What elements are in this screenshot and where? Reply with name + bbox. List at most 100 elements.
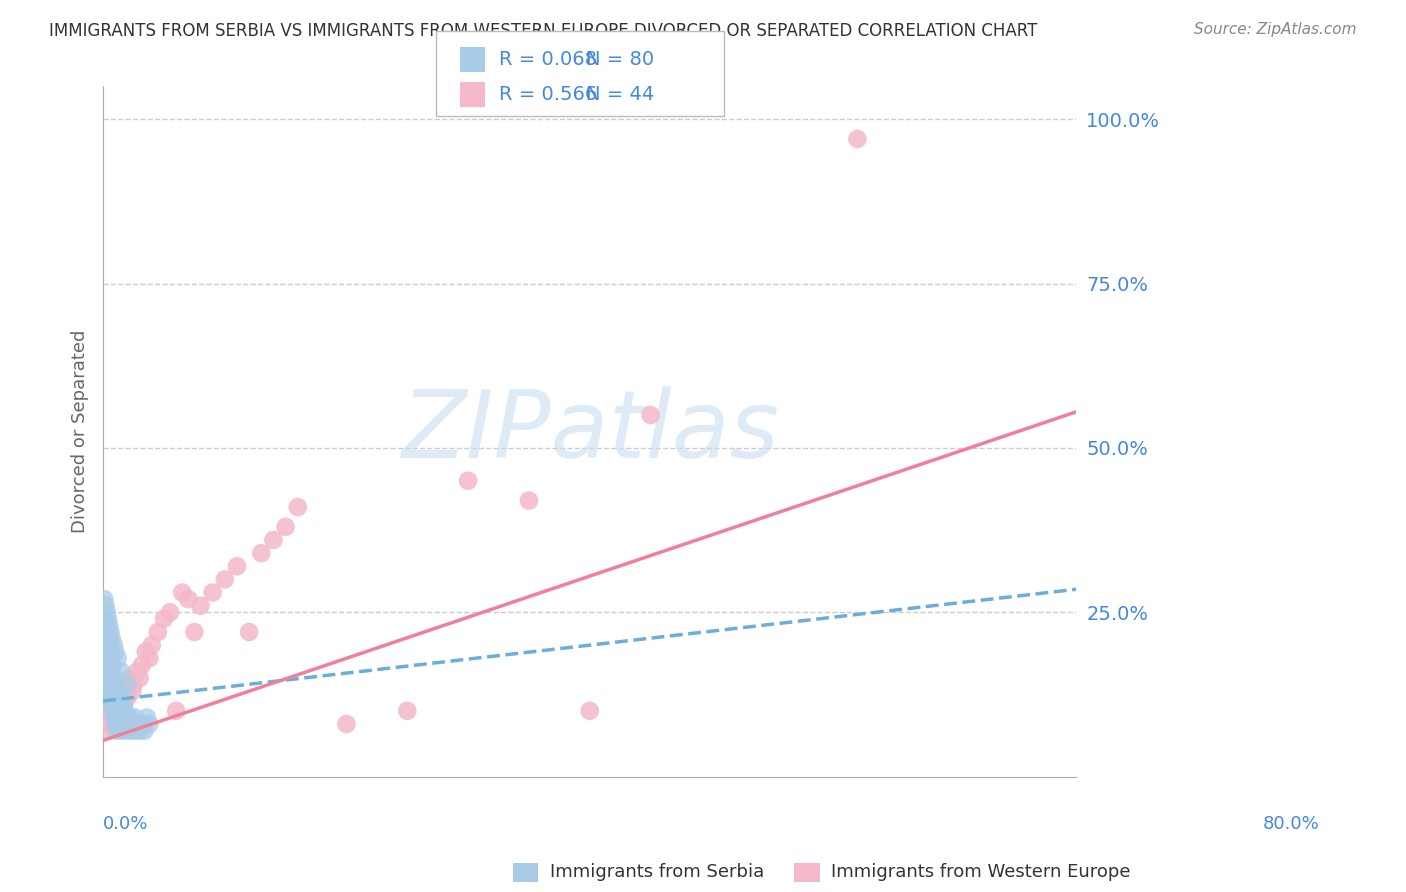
Text: N = 80: N = 80	[586, 51, 654, 70]
Point	[93, 592, 115, 607]
Point	[120, 717, 142, 731]
Point	[98, 618, 121, 632]
Point	[141, 638, 163, 652]
Point	[110, 710, 132, 724]
Point	[135, 645, 157, 659]
Point	[100, 704, 122, 718]
Point	[112, 698, 135, 712]
Point	[96, 638, 118, 652]
Point	[107, 704, 129, 718]
Point	[190, 599, 212, 613]
Point	[103, 710, 125, 724]
Point	[105, 723, 128, 738]
Point	[114, 704, 136, 718]
Point	[118, 710, 141, 724]
Point	[121, 723, 143, 738]
Text: ZIPatlas: ZIPatlas	[401, 386, 779, 477]
Point	[101, 704, 124, 718]
Point	[103, 638, 125, 652]
Point	[122, 717, 145, 731]
Point	[96, 651, 118, 665]
Text: 0.0%: 0.0%	[103, 814, 149, 832]
Text: Source: ZipAtlas.com: Source: ZipAtlas.com	[1194, 22, 1357, 37]
Point	[124, 710, 146, 724]
Point	[100, 690, 122, 705]
Point	[104, 645, 127, 659]
Point	[122, 677, 145, 691]
Point	[274, 520, 297, 534]
Text: R = 0.068: R = 0.068	[499, 51, 598, 70]
Point	[172, 585, 194, 599]
Point	[127, 665, 149, 679]
Point	[98, 665, 121, 679]
Point	[107, 710, 129, 724]
Point	[96, 625, 118, 640]
Point	[131, 717, 153, 731]
Point	[159, 605, 181, 619]
Point	[107, 651, 129, 665]
Point	[104, 698, 127, 712]
Point	[111, 717, 134, 731]
Point	[100, 657, 122, 672]
Point	[96, 605, 118, 619]
Point	[138, 717, 160, 731]
Y-axis label: Divorced or Separated: Divorced or Separated	[72, 330, 89, 533]
Point	[846, 132, 869, 146]
Point	[108, 704, 131, 718]
Point	[108, 698, 131, 712]
Point	[100, 645, 122, 659]
Point	[121, 684, 143, 698]
Point	[457, 474, 479, 488]
Point	[93, 632, 115, 646]
Point	[94, 657, 117, 672]
Point	[335, 717, 357, 731]
Point	[98, 651, 121, 665]
Point	[100, 625, 122, 640]
Point	[108, 723, 131, 738]
Point	[96, 671, 118, 685]
Point	[101, 684, 124, 698]
Point	[101, 657, 124, 672]
Point	[94, 625, 117, 640]
Point	[128, 723, 150, 738]
Point	[108, 690, 131, 705]
Point	[97, 632, 120, 646]
Point	[396, 704, 419, 718]
Point	[100, 632, 122, 646]
Point	[153, 612, 176, 626]
Point	[94, 599, 117, 613]
Text: 80.0%: 80.0%	[1263, 814, 1320, 832]
Text: N = 44: N = 44	[586, 86, 655, 104]
Point	[517, 493, 540, 508]
Point	[93, 645, 115, 659]
Point	[146, 625, 169, 640]
Point	[96, 625, 118, 640]
Point	[183, 625, 205, 640]
Point	[262, 533, 284, 547]
Point	[118, 723, 141, 738]
Point	[100, 651, 122, 665]
Point	[100, 665, 122, 679]
Point	[104, 698, 127, 712]
Point	[97, 645, 120, 659]
Point	[128, 671, 150, 685]
Point	[100, 698, 122, 712]
Point	[104, 677, 127, 691]
Point	[98, 638, 121, 652]
Point	[98, 717, 121, 731]
Point	[125, 723, 148, 738]
Point	[110, 690, 132, 705]
Point	[105, 704, 128, 718]
Point	[131, 657, 153, 672]
Point	[104, 717, 127, 731]
Point	[101, 717, 124, 731]
Point	[97, 612, 120, 626]
Text: IMMIGRANTS FROM SERBIA VS IMMIGRANTS FROM WESTERN EUROPE DIVORCED OR SEPARATED C: IMMIGRANTS FROM SERBIA VS IMMIGRANTS FRO…	[49, 22, 1038, 40]
Point	[96, 723, 118, 738]
Point	[134, 723, 156, 738]
Point	[97, 657, 120, 672]
Point	[117, 677, 139, 691]
Point	[114, 677, 136, 691]
Point	[101, 671, 124, 685]
Point	[98, 684, 121, 698]
